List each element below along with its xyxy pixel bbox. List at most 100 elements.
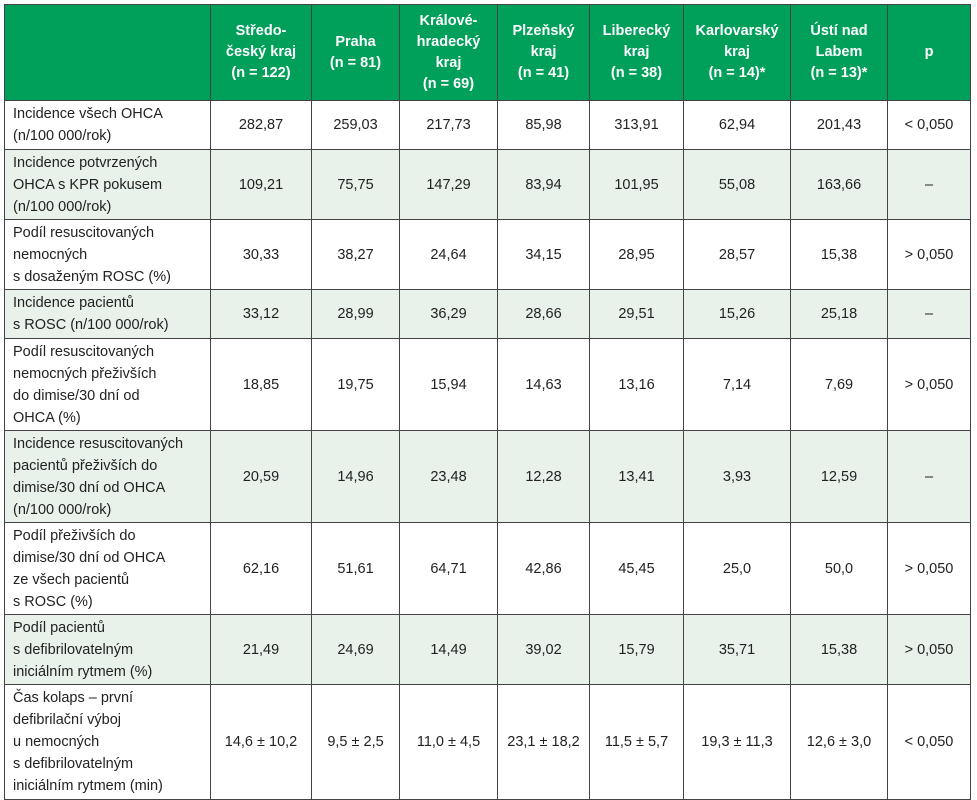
p-value-cell: – bbox=[887, 430, 971, 523]
value-cell: 12,59 bbox=[790, 430, 888, 523]
value-cell: 7,14 bbox=[683, 338, 791, 431]
value-cell: 282,87 bbox=[210, 100, 312, 150]
header-empty-cell bbox=[4, 4, 211, 101]
table-row: Incidence všech OHCA (n/100 000/rok) 282,… bbox=[4, 100, 971, 150]
value-cell: 12,28 bbox=[497, 430, 590, 523]
value-cell: 15,26 bbox=[683, 289, 791, 339]
table-row: Incidence resuscitovaných pacientů přeži… bbox=[4, 430, 971, 523]
value-cell: 13,16 bbox=[589, 338, 684, 431]
header-p: p bbox=[887, 4, 971, 101]
value-cell: 45,45 bbox=[589, 522, 684, 615]
row-label: Incidence resuscitovaných pacientů přeži… bbox=[4, 430, 211, 523]
row-label: Incidence potvrzených OHCA s KPR pokusem… bbox=[4, 149, 211, 220]
value-cell: 14,63 bbox=[497, 338, 590, 431]
header-region-6: Karlovarský kraj (n = 14)* bbox=[683, 4, 791, 101]
value-cell: 11,5 ± 5,7 bbox=[589, 684, 684, 800]
p-value-cell: < 0,050 bbox=[887, 100, 971, 150]
header-region-5: Liberecký kraj (n = 38) bbox=[589, 4, 684, 101]
value-cell: 75,75 bbox=[311, 149, 400, 220]
value-cell: 25,18 bbox=[790, 289, 888, 339]
value-cell: 217,73 bbox=[399, 100, 498, 150]
row-label: Čas kolaps – první defibrilační výboj u … bbox=[4, 684, 211, 800]
value-cell: 62,94 bbox=[683, 100, 791, 150]
value-cell: 30,33 bbox=[210, 219, 312, 290]
value-cell: 29,51 bbox=[589, 289, 684, 339]
value-cell: 34,15 bbox=[497, 219, 590, 290]
header-region-3: Králové- hradecký kraj (n = 69) bbox=[399, 4, 498, 101]
value-cell: 201,43 bbox=[790, 100, 888, 150]
p-value-cell: – bbox=[887, 289, 971, 339]
table-row: Podíl pacientů s defibrilovatelným inici… bbox=[4, 614, 971, 685]
value-cell: 15,79 bbox=[589, 614, 684, 685]
row-label: Podíl přeživších do dimise/30 dní od OHC… bbox=[4, 522, 211, 615]
value-cell: 85,98 bbox=[497, 100, 590, 150]
value-cell: 109,21 bbox=[210, 149, 312, 220]
value-cell: 28,57 bbox=[683, 219, 791, 290]
row-label: Podíl pacientů s defibrilovatelným inici… bbox=[4, 614, 211, 685]
value-cell: 9,5 ± 2,5 bbox=[311, 684, 400, 800]
table-row: Podíl resuscitovaných nemocných přeživší… bbox=[4, 338, 971, 431]
value-cell: 101,95 bbox=[589, 149, 684, 220]
value-cell: 147,29 bbox=[399, 149, 498, 220]
row-label: Incidence všech OHCA (n/100 000/rok) bbox=[4, 100, 211, 150]
value-cell: 14,49 bbox=[399, 614, 498, 685]
value-cell: 14,96 bbox=[311, 430, 400, 523]
table-row: Podíl resuscitovaných nemocných s dosaže… bbox=[4, 219, 971, 290]
value-cell: 259,03 bbox=[311, 100, 400, 150]
value-cell: 42,86 bbox=[497, 522, 590, 615]
value-cell: 51,61 bbox=[311, 522, 400, 615]
value-cell: 23,48 bbox=[399, 430, 498, 523]
value-cell: 3,93 bbox=[683, 430, 791, 523]
p-value-cell: > 0,050 bbox=[887, 522, 971, 615]
value-cell: 23,1 ± 18,2 bbox=[497, 684, 590, 800]
value-cell: 163,66 bbox=[790, 149, 888, 220]
p-value-cell: < 0,050 bbox=[887, 684, 971, 800]
value-cell: 25,0 bbox=[683, 522, 791, 615]
p-value-cell: > 0,050 bbox=[887, 338, 971, 431]
value-cell: 28,95 bbox=[589, 219, 684, 290]
p-value-cell: > 0,050 bbox=[887, 219, 971, 290]
row-label: Podíl resuscitovaných nemocných s dosaže… bbox=[4, 219, 211, 290]
table-row: Čas kolaps – první defibrilační výboj u … bbox=[4, 684, 971, 800]
value-cell: 38,27 bbox=[311, 219, 400, 290]
value-cell: 33,12 bbox=[210, 289, 312, 339]
header-region-7: Ústí nad Labem (n = 13)* bbox=[790, 4, 888, 101]
value-cell: 7,69 bbox=[790, 338, 888, 431]
value-cell: 11,0 ± 4,5 bbox=[399, 684, 498, 800]
header-region-2: Praha (n = 81) bbox=[311, 4, 400, 101]
value-cell: 62,16 bbox=[210, 522, 312, 615]
row-label: Incidence pacientů s ROSC (n/100 000/rok… bbox=[4, 289, 211, 339]
value-cell: 24,69 bbox=[311, 614, 400, 685]
value-cell: 313,91 bbox=[589, 100, 684, 150]
value-cell: 20,59 bbox=[210, 430, 312, 523]
row-label: Podíl resuscitovaných nemocných přeživší… bbox=[4, 338, 211, 431]
value-cell: 18,85 bbox=[210, 338, 312, 431]
table-row: Incidence potvrzených OHCA s KPR pokusem… bbox=[4, 149, 971, 220]
value-cell: 21,49 bbox=[210, 614, 312, 685]
value-cell: 15,38 bbox=[790, 219, 888, 290]
value-cell: 12,6 ± 3,0 bbox=[790, 684, 888, 800]
table-row: Podíl přeživších do dimise/30 dní od OHC… bbox=[4, 522, 971, 615]
value-cell: 19,3 ± 11,3 bbox=[683, 684, 791, 800]
value-cell: 19,75 bbox=[311, 338, 400, 431]
value-cell: 64,71 bbox=[399, 522, 498, 615]
value-cell: 36,29 bbox=[399, 289, 498, 339]
table-row: Incidence pacientů s ROSC (n/100 000/rok… bbox=[4, 289, 971, 339]
p-value-cell: – bbox=[887, 149, 971, 220]
value-cell: 15,94 bbox=[399, 338, 498, 431]
value-cell: 15,38 bbox=[790, 614, 888, 685]
value-cell: 50,0 bbox=[790, 522, 888, 615]
value-cell: 83,94 bbox=[497, 149, 590, 220]
header-region-1: Středo- český kraj (n = 122) bbox=[210, 4, 312, 101]
value-cell: 28,99 bbox=[311, 289, 400, 339]
header-region-4: Plzeňský kraj (n = 41) bbox=[497, 4, 590, 101]
ohca-regions-table: Středo- český kraj (n = 122) Praha (n = 8… bbox=[4, 4, 971, 800]
value-cell: 24,64 bbox=[399, 219, 498, 290]
value-cell: 39,02 bbox=[497, 614, 590, 685]
value-cell: 14,6 ± 10,2 bbox=[210, 684, 312, 800]
header-row: Středo- český kraj (n = 122) Praha (n = 8… bbox=[4, 4, 971, 101]
table-body: Incidence všech OHCA (n/100 000/rok) 282,… bbox=[4, 100, 971, 800]
value-cell: 35,71 bbox=[683, 614, 791, 685]
p-value-cell: > 0,050 bbox=[887, 614, 971, 685]
value-cell: 55,08 bbox=[683, 149, 791, 220]
